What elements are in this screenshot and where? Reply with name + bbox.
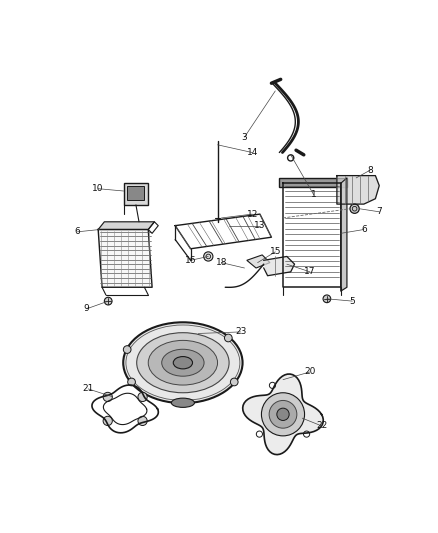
Text: 8: 8 [367,166,373,175]
Text: 3: 3 [242,133,247,142]
Ellipse shape [173,357,193,369]
Ellipse shape [137,333,229,393]
Text: 21: 21 [82,384,94,393]
Text: 6: 6 [361,225,367,234]
Text: 20: 20 [304,367,316,376]
Polygon shape [243,374,323,455]
Text: 1: 1 [311,190,317,199]
Circle shape [138,416,147,425]
FancyBboxPatch shape [127,187,144,200]
Text: 14: 14 [247,148,258,157]
Circle shape [277,408,289,421]
Text: 18: 18 [215,258,227,267]
FancyBboxPatch shape [279,178,347,187]
Text: 23: 23 [235,327,246,336]
Text: 6: 6 [74,227,80,236]
Circle shape [124,346,131,353]
Polygon shape [247,255,270,268]
Circle shape [138,392,147,401]
Text: 17: 17 [304,268,316,276]
Text: 15: 15 [269,247,281,256]
Circle shape [128,378,135,386]
Ellipse shape [148,341,218,385]
Circle shape [350,204,359,213]
Circle shape [230,378,238,386]
Polygon shape [337,175,379,204]
Text: 13: 13 [254,221,265,230]
Circle shape [104,297,112,305]
Circle shape [103,392,112,401]
Text: 16: 16 [185,256,196,265]
Text: 7: 7 [376,207,382,216]
Ellipse shape [162,349,204,376]
Circle shape [269,400,297,428]
Ellipse shape [123,322,243,403]
Text: 9: 9 [84,304,89,313]
Text: 12: 12 [247,209,258,219]
Circle shape [323,295,331,303]
Circle shape [204,252,213,261]
Polygon shape [98,230,152,287]
Circle shape [103,416,112,425]
Circle shape [261,393,304,436]
Circle shape [224,334,232,342]
Text: 10: 10 [92,184,104,193]
Polygon shape [98,222,155,230]
Polygon shape [264,256,294,276]
Text: 22: 22 [316,422,327,430]
Ellipse shape [171,398,194,407]
Text: 5: 5 [350,297,355,305]
Polygon shape [341,178,347,291]
FancyBboxPatch shape [124,183,148,205]
